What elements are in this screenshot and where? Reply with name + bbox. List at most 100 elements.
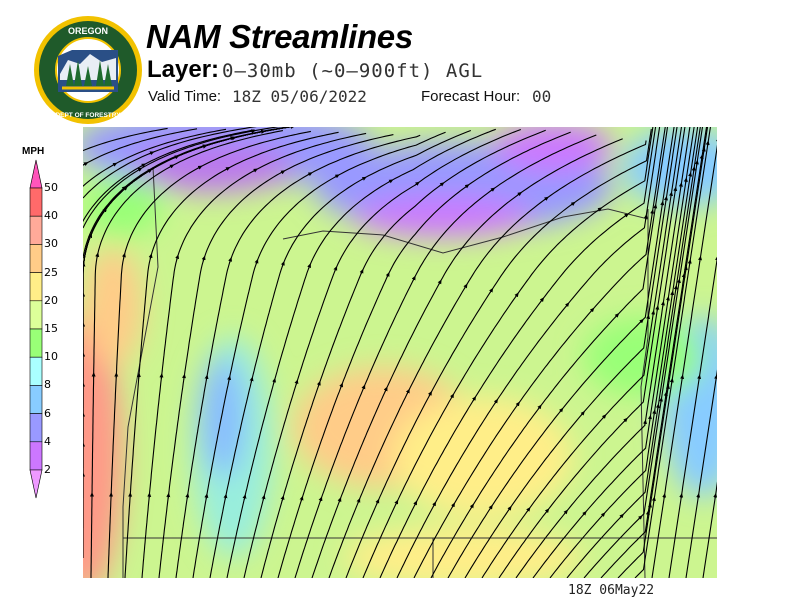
streamline-arrow (405, 388, 410, 395)
streamline-arrow (526, 506, 531, 513)
streamline (277, 131, 571, 578)
streamline-arrow (471, 395, 477, 402)
streamline-arrow (673, 186, 678, 193)
streamline-arrow (614, 313, 620, 318)
valid-time-label: Valid Time: (148, 88, 222, 105)
colorbar-tick-label: 15 (44, 322, 58, 335)
streamline-arrow (646, 314, 651, 321)
colorbar-tick-label: 25 (44, 265, 58, 279)
streamline-arrow (678, 182, 683, 189)
streamline-arrow (688, 171, 693, 178)
streamline-arrow (137, 167, 143, 172)
streamline-arrow (414, 181, 420, 186)
streamline-arrow (228, 136, 235, 141)
streamline-arrow (280, 495, 285, 501)
streamline-arrow (714, 374, 717, 381)
colorbar-tick-label: 10 (44, 350, 58, 364)
streamline-arrow (653, 203, 658, 210)
streamline-arrow (318, 496, 323, 503)
streamline-arrow (582, 510, 587, 516)
streamline-arrow (580, 410, 585, 416)
streamline-arrow (676, 278, 681, 285)
streamline-arrow (489, 287, 494, 294)
streamline-arrow (261, 494, 266, 501)
streamline (396, 127, 661, 578)
colorbar-segment (29, 385, 43, 414)
colorbar-segment (29, 413, 43, 443)
streamline-arrow (254, 258, 259, 265)
streamline-arrow (516, 191, 523, 197)
streamline-arrow (515, 401, 520, 407)
colorbar-tick-label: 8 (44, 378, 51, 392)
streamline-arrow (663, 391, 668, 398)
streamline-arrow (333, 265, 338, 272)
oregon-department-of-forestry-logo: OREGON DEPT OF FORESTRY (34, 16, 142, 124)
streamline-arrow (228, 256, 232, 263)
streamline-arrow (683, 177, 688, 184)
streamline-arrow (619, 513, 625, 519)
streamline (447, 127, 675, 578)
map-footer-stamp: 18Z 06May22 (568, 583, 655, 598)
streamline-arrow (507, 505, 512, 511)
streamline-arrow (537, 404, 542, 410)
streamline (634, 127, 711, 578)
streamline-arrow (83, 162, 89, 167)
colorbar-tick-label: 40 (44, 209, 58, 223)
streamline-arrow (490, 187, 496, 192)
streamline-arrow (652, 409, 657, 416)
streamline-arrow (249, 376, 254, 383)
streamline-arrow (639, 318, 644, 324)
streamline-arrow (249, 129, 256, 134)
colorbar-segment (29, 441, 43, 471)
layer-value: 0–30mb (~0–900ft) AGL (222, 60, 484, 82)
streamline-arrow (185, 492, 190, 499)
streamline-arrow (650, 209, 655, 216)
streamline-arrow (698, 255, 703, 262)
streamline (294, 134, 597, 578)
colorbar-segment (29, 215, 43, 245)
streamline (192, 131, 446, 578)
streamline-arrow (394, 499, 399, 506)
streamline-arrow (558, 407, 564, 413)
streamline-arrow (383, 386, 388, 393)
streamline-arrow (140, 163, 147, 168)
streamline-arrow (539, 297, 545, 303)
streamline-arrow (121, 252, 126, 259)
streamline-arrow (687, 259, 692, 266)
wind-speed-colorbar (29, 159, 43, 499)
streamline-arrow (334, 174, 340, 179)
streamline (362, 127, 654, 578)
streamline-arrow (589, 307, 595, 313)
streamline (141, 132, 367, 578)
streamline-arrow (645, 510, 650, 517)
streamline-arrow (175, 254, 180, 261)
streamline-arrow (648, 502, 652, 509)
streamline (83, 129, 255, 223)
streamline-arrow (307, 263, 311, 269)
streamline-arrow (413, 500, 418, 507)
streamline-arrow (643, 419, 648, 426)
streamline-arrow (665, 384, 670, 391)
streamline-arrow (701, 146, 706, 153)
streamline-arrow (705, 140, 710, 147)
forecast-hour-value: 00 (532, 87, 552, 106)
colorbar-tick-label: 4 (44, 434, 51, 448)
streamline-arrow (670, 290, 675, 297)
streamline (158, 134, 394, 578)
streamline-arrow (514, 292, 519, 298)
streamline-arrow (543, 196, 549, 201)
layer-label: Layer: (147, 56, 220, 83)
streamline-arrow (375, 498, 380, 505)
streamline-arrow (697, 374, 702, 381)
streamline (481, 127, 683, 578)
streamline-arrow (683, 265, 688, 272)
streamline (83, 128, 227, 187)
streamline (124, 131, 339, 578)
streamline-arrow (655, 305, 660, 312)
streamlines (83, 127, 717, 578)
colorbar-under-triangle (29, 469, 43, 499)
valid-time-value: 18Z 05/06/2022 (232, 87, 367, 106)
streamline-arrow (660, 200, 665, 207)
coastline (122, 166, 159, 578)
streamline-arrow (660, 300, 665, 307)
